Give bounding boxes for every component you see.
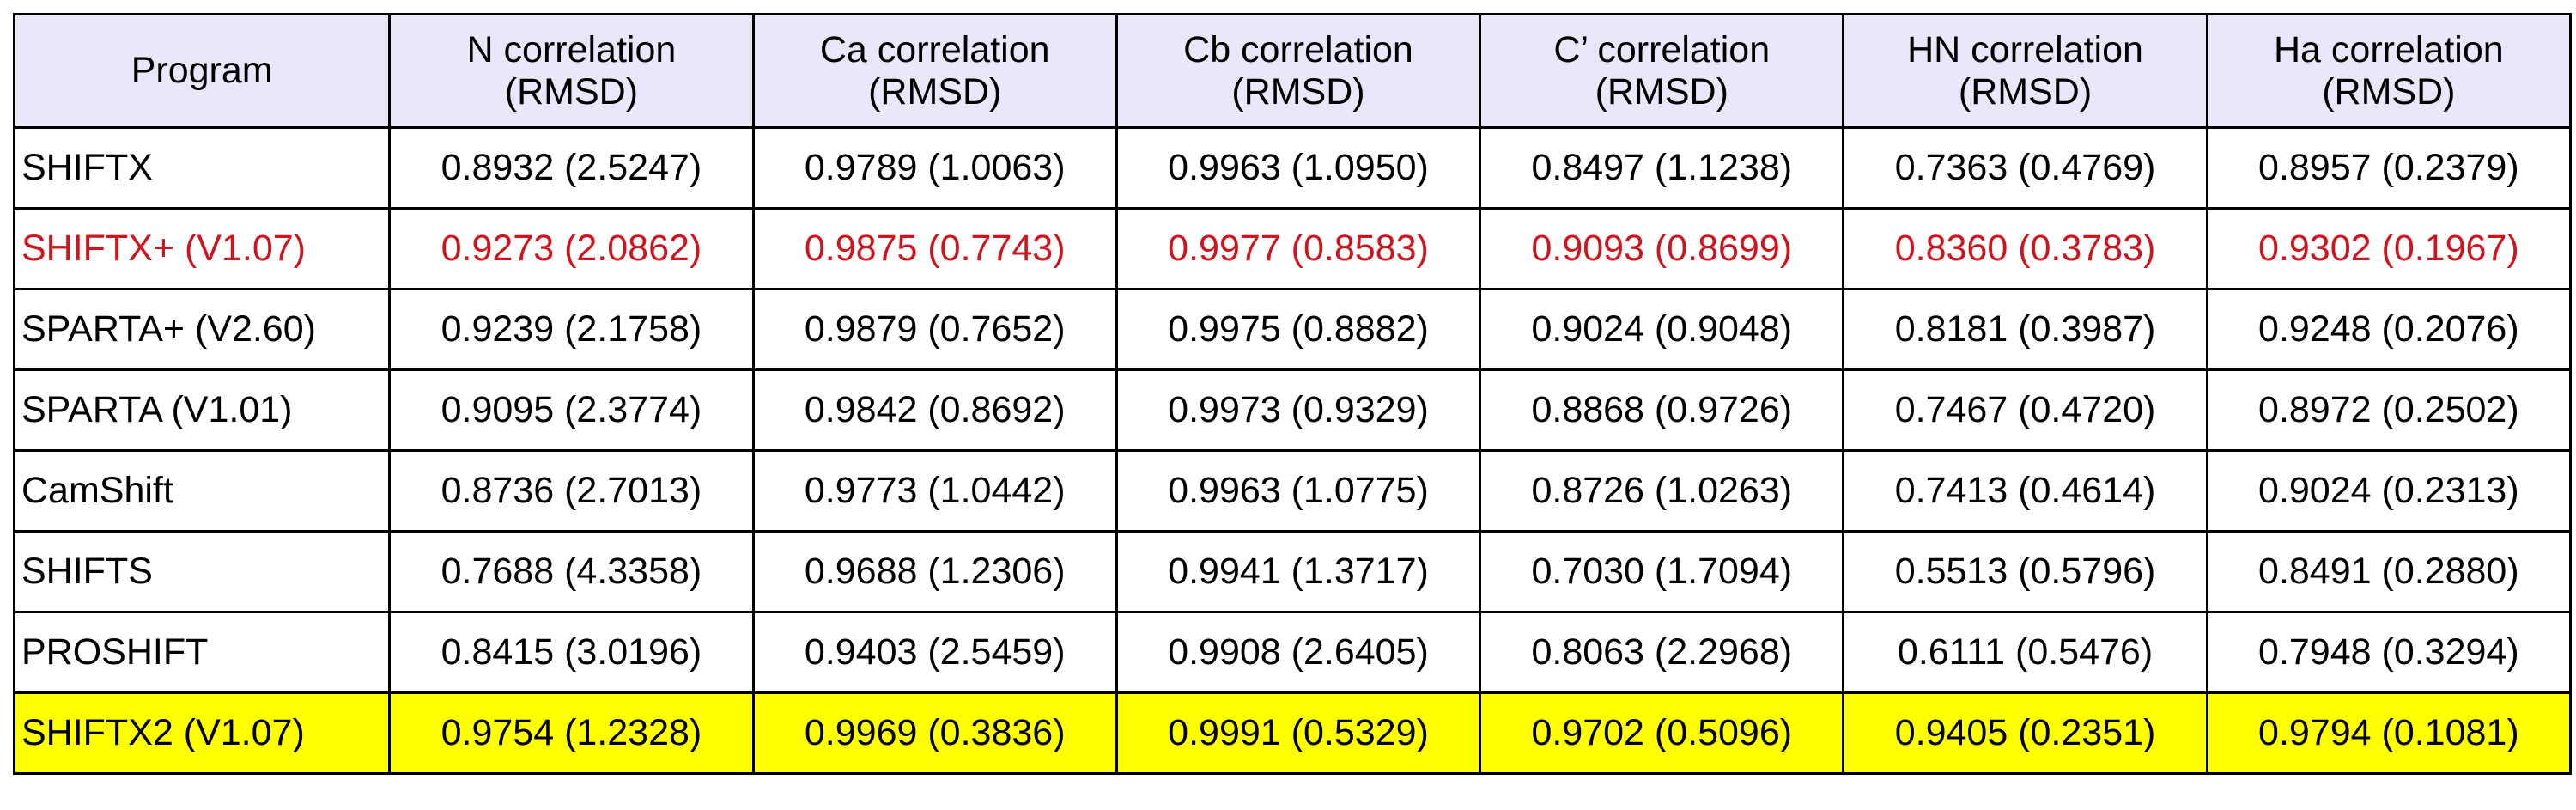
program-name-cell: CamShift — [12, 449, 392, 533]
program-name-cell: SHIFTX — [12, 126, 392, 210]
comparison-table-container: Program N correlation (RMSD) Ca correlat… — [12, 13, 2573, 775]
header-label: Cb correlation — [1183, 28, 1413, 70]
hn-correlation-cell: 0.7363 (0.4769) — [1842, 126, 2208, 210]
ha-correlation-cell: 0.9248 (0.2076) — [2205, 288, 2573, 371]
table-row-highlighted-red: SHIFTX+ (V1.07) 0.9273 (2.0862) 0.9875 (… — [12, 207, 2573, 290]
ha-correlation-cell: 0.8972 (0.2502) — [2205, 368, 2573, 452]
header-ca-correlation: Ca correlation (RMSD) — [751, 13, 1118, 129]
hn-correlation-cell: 0.8181 (0.3987) — [1842, 288, 2208, 371]
cb-correlation-cell: 0.9975 (0.8882) — [1115, 288, 1482, 371]
cb-correlation-cell: 0.9908 (2.6405) — [1115, 611, 1482, 694]
table-row: PROSHIFT 0.8415 (3.0196) 0.9403 (2.5459)… — [12, 611, 2573, 694]
n-correlation-cell: 0.8932 (2.5247) — [388, 126, 755, 210]
c-prime-correlation-cell: 0.9702 (0.5096) — [1479, 691, 1845, 775]
ca-correlation-cell: 0.9969 (0.3836) — [751, 691, 1118, 775]
c-prime-correlation-cell: 0.7030 (1.7094) — [1479, 530, 1845, 613]
n-correlation-cell: 0.9239 (2.1758) — [388, 288, 755, 371]
table-row: SPARTA+ (V2.60) 0.9239 (2.1758) 0.9879 (… — [12, 288, 2573, 371]
header-n-correlation: N correlation (RMSD) — [388, 13, 755, 129]
cb-correlation-cell: 0.9973 (0.9329) — [1115, 368, 1482, 452]
c-prime-correlation-cell: 0.9024 (0.9048) — [1479, 288, 1845, 371]
program-name-cell: SHIFTX+ (V1.07) — [12, 207, 392, 290]
cb-correlation-cell: 0.9991 (0.5329) — [1115, 691, 1482, 775]
table-row-highlighted-yellow: SHIFTX2 (V1.07) 0.9754 (1.2328) 0.9969 (… — [12, 691, 2573, 775]
hn-correlation-cell: 0.8360 (0.3783) — [1842, 207, 2208, 290]
table-row: SHIFTS 0.7688 (4.3358) 0.9688 (1.2306) 0… — [12, 530, 2573, 613]
ha-correlation-cell: 0.9024 (0.2313) — [2205, 449, 2573, 533]
table-body: SHIFTX 0.8932 (2.5247) 0.9789 (1.0063) 0… — [12, 126, 2573, 775]
n-correlation-cell: 0.8736 (2.7013) — [388, 449, 755, 533]
ca-correlation-cell: 0.9879 (0.7652) — [751, 288, 1118, 371]
ha-correlation-cell: 0.8491 (0.2880) — [2205, 530, 2573, 613]
table-row: SPARTA (V1.01) 0.9095 (2.3774) 0.9842 (0… — [12, 368, 2573, 452]
ca-correlation-cell: 0.9688 (1.2306) — [751, 530, 1118, 613]
cb-correlation-cell: 0.9977 (0.8583) — [1115, 207, 1482, 290]
program-name-cell: SHIFTX2 (V1.07) — [12, 691, 392, 775]
chemical-shift-comparison-table: Program N correlation (RMSD) Ca correlat… — [12, 13, 2573, 775]
n-correlation-cell: 0.9273 (2.0862) — [388, 207, 755, 290]
header-label: Ha correlation — [2274, 28, 2504, 70]
hn-correlation-cell: 0.9405 (0.2351) — [1842, 691, 2208, 775]
cb-correlation-cell: 0.9941 (1.3717) — [1115, 530, 1482, 613]
header-label: Program — [131, 50, 273, 91]
header-program: Program — [12, 13, 392, 129]
header-label: HN correlation — [1907, 28, 2143, 70]
header-ha-correlation: Ha correlation (RMSD) — [2205, 13, 2573, 129]
ha-correlation-cell: 0.9794 (0.1081) — [2205, 691, 2573, 775]
hn-correlation-cell: 0.7413 (0.4614) — [1842, 449, 2208, 533]
program-name-cell: SHIFTS — [12, 530, 392, 613]
header-sublabel: (RMSD) — [504, 70, 639, 113]
n-correlation-cell: 0.8415 (3.0196) — [388, 611, 755, 694]
n-correlation-cell: 0.9095 (2.3774) — [388, 368, 755, 452]
c-prime-correlation-cell: 0.8726 (1.0263) — [1479, 449, 1845, 533]
program-name-cell: SPARTA (V1.01) — [12, 368, 392, 452]
ha-correlation-cell: 0.9302 (0.1967) — [2205, 207, 2573, 290]
c-prime-correlation-cell: 0.8497 (1.1238) — [1479, 126, 1845, 210]
table-row: SHIFTX 0.8932 (2.5247) 0.9789 (1.0063) 0… — [12, 126, 2573, 210]
program-name-cell: SPARTA+ (V2.60) — [12, 288, 392, 371]
ca-correlation-cell: 0.9789 (1.0063) — [751, 126, 1118, 210]
header-sublabel: (RMSD) — [868, 70, 1002, 113]
header-sublabel: (RMSD) — [2322, 70, 2456, 113]
ha-correlation-cell: 0.8957 (0.2379) — [2205, 126, 2573, 210]
c-prime-correlation-cell: 0.8868 (0.9726) — [1479, 368, 1845, 452]
n-correlation-cell: 0.9754 (1.2328) — [388, 691, 755, 775]
ha-correlation-cell: 0.7948 (0.3294) — [2205, 611, 2573, 694]
hn-correlation-cell: 0.5513 (0.5796) — [1842, 530, 2208, 613]
header-sublabel: (RMSD) — [1231, 70, 1365, 113]
header-sublabel: (RMSD) — [1958, 70, 2093, 113]
table-row: CamShift 0.8736 (2.7013) 0.9773 (1.0442)… — [12, 449, 2573, 533]
hn-correlation-cell: 0.6111 (0.5476) — [1842, 611, 2208, 694]
ca-correlation-cell: 0.9403 (2.5459) — [751, 611, 1118, 694]
header-label: N correlation — [466, 28, 677, 70]
header-label: Ca correlation — [819, 28, 1050, 70]
c-prime-correlation-cell: 0.8063 (2.2968) — [1479, 611, 1845, 694]
ca-correlation-cell: 0.9773 (1.0442) — [751, 449, 1118, 533]
header-sublabel: (RMSD) — [1595, 70, 1728, 113]
ca-correlation-cell: 0.9875 (0.7743) — [751, 207, 1118, 290]
hn-correlation-cell: 0.7467 (0.4720) — [1842, 368, 2208, 452]
ca-correlation-cell: 0.9842 (0.8692) — [751, 368, 1118, 452]
cb-correlation-cell: 0.9963 (1.0775) — [1115, 449, 1482, 533]
cb-correlation-cell: 0.9963 (1.0950) — [1115, 126, 1482, 210]
table-header: Program N correlation (RMSD) Ca correlat… — [12, 13, 2573, 129]
header-c-prime-correlation: C’ correlation (RMSD) — [1479, 13, 1845, 129]
header-cb-correlation: Cb correlation (RMSD) — [1115, 13, 1482, 129]
header-hn-correlation: HN correlation (RMSD) — [1842, 13, 2208, 129]
c-prime-correlation-cell: 0.9093 (0.8699) — [1479, 207, 1845, 290]
program-name-cell: PROSHIFT — [12, 611, 392, 694]
header-row: Program N correlation (RMSD) Ca correlat… — [12, 13, 2573, 129]
n-correlation-cell: 0.7688 (4.3358) — [388, 530, 755, 613]
header-label: C’ correlation — [1553, 28, 1771, 70]
